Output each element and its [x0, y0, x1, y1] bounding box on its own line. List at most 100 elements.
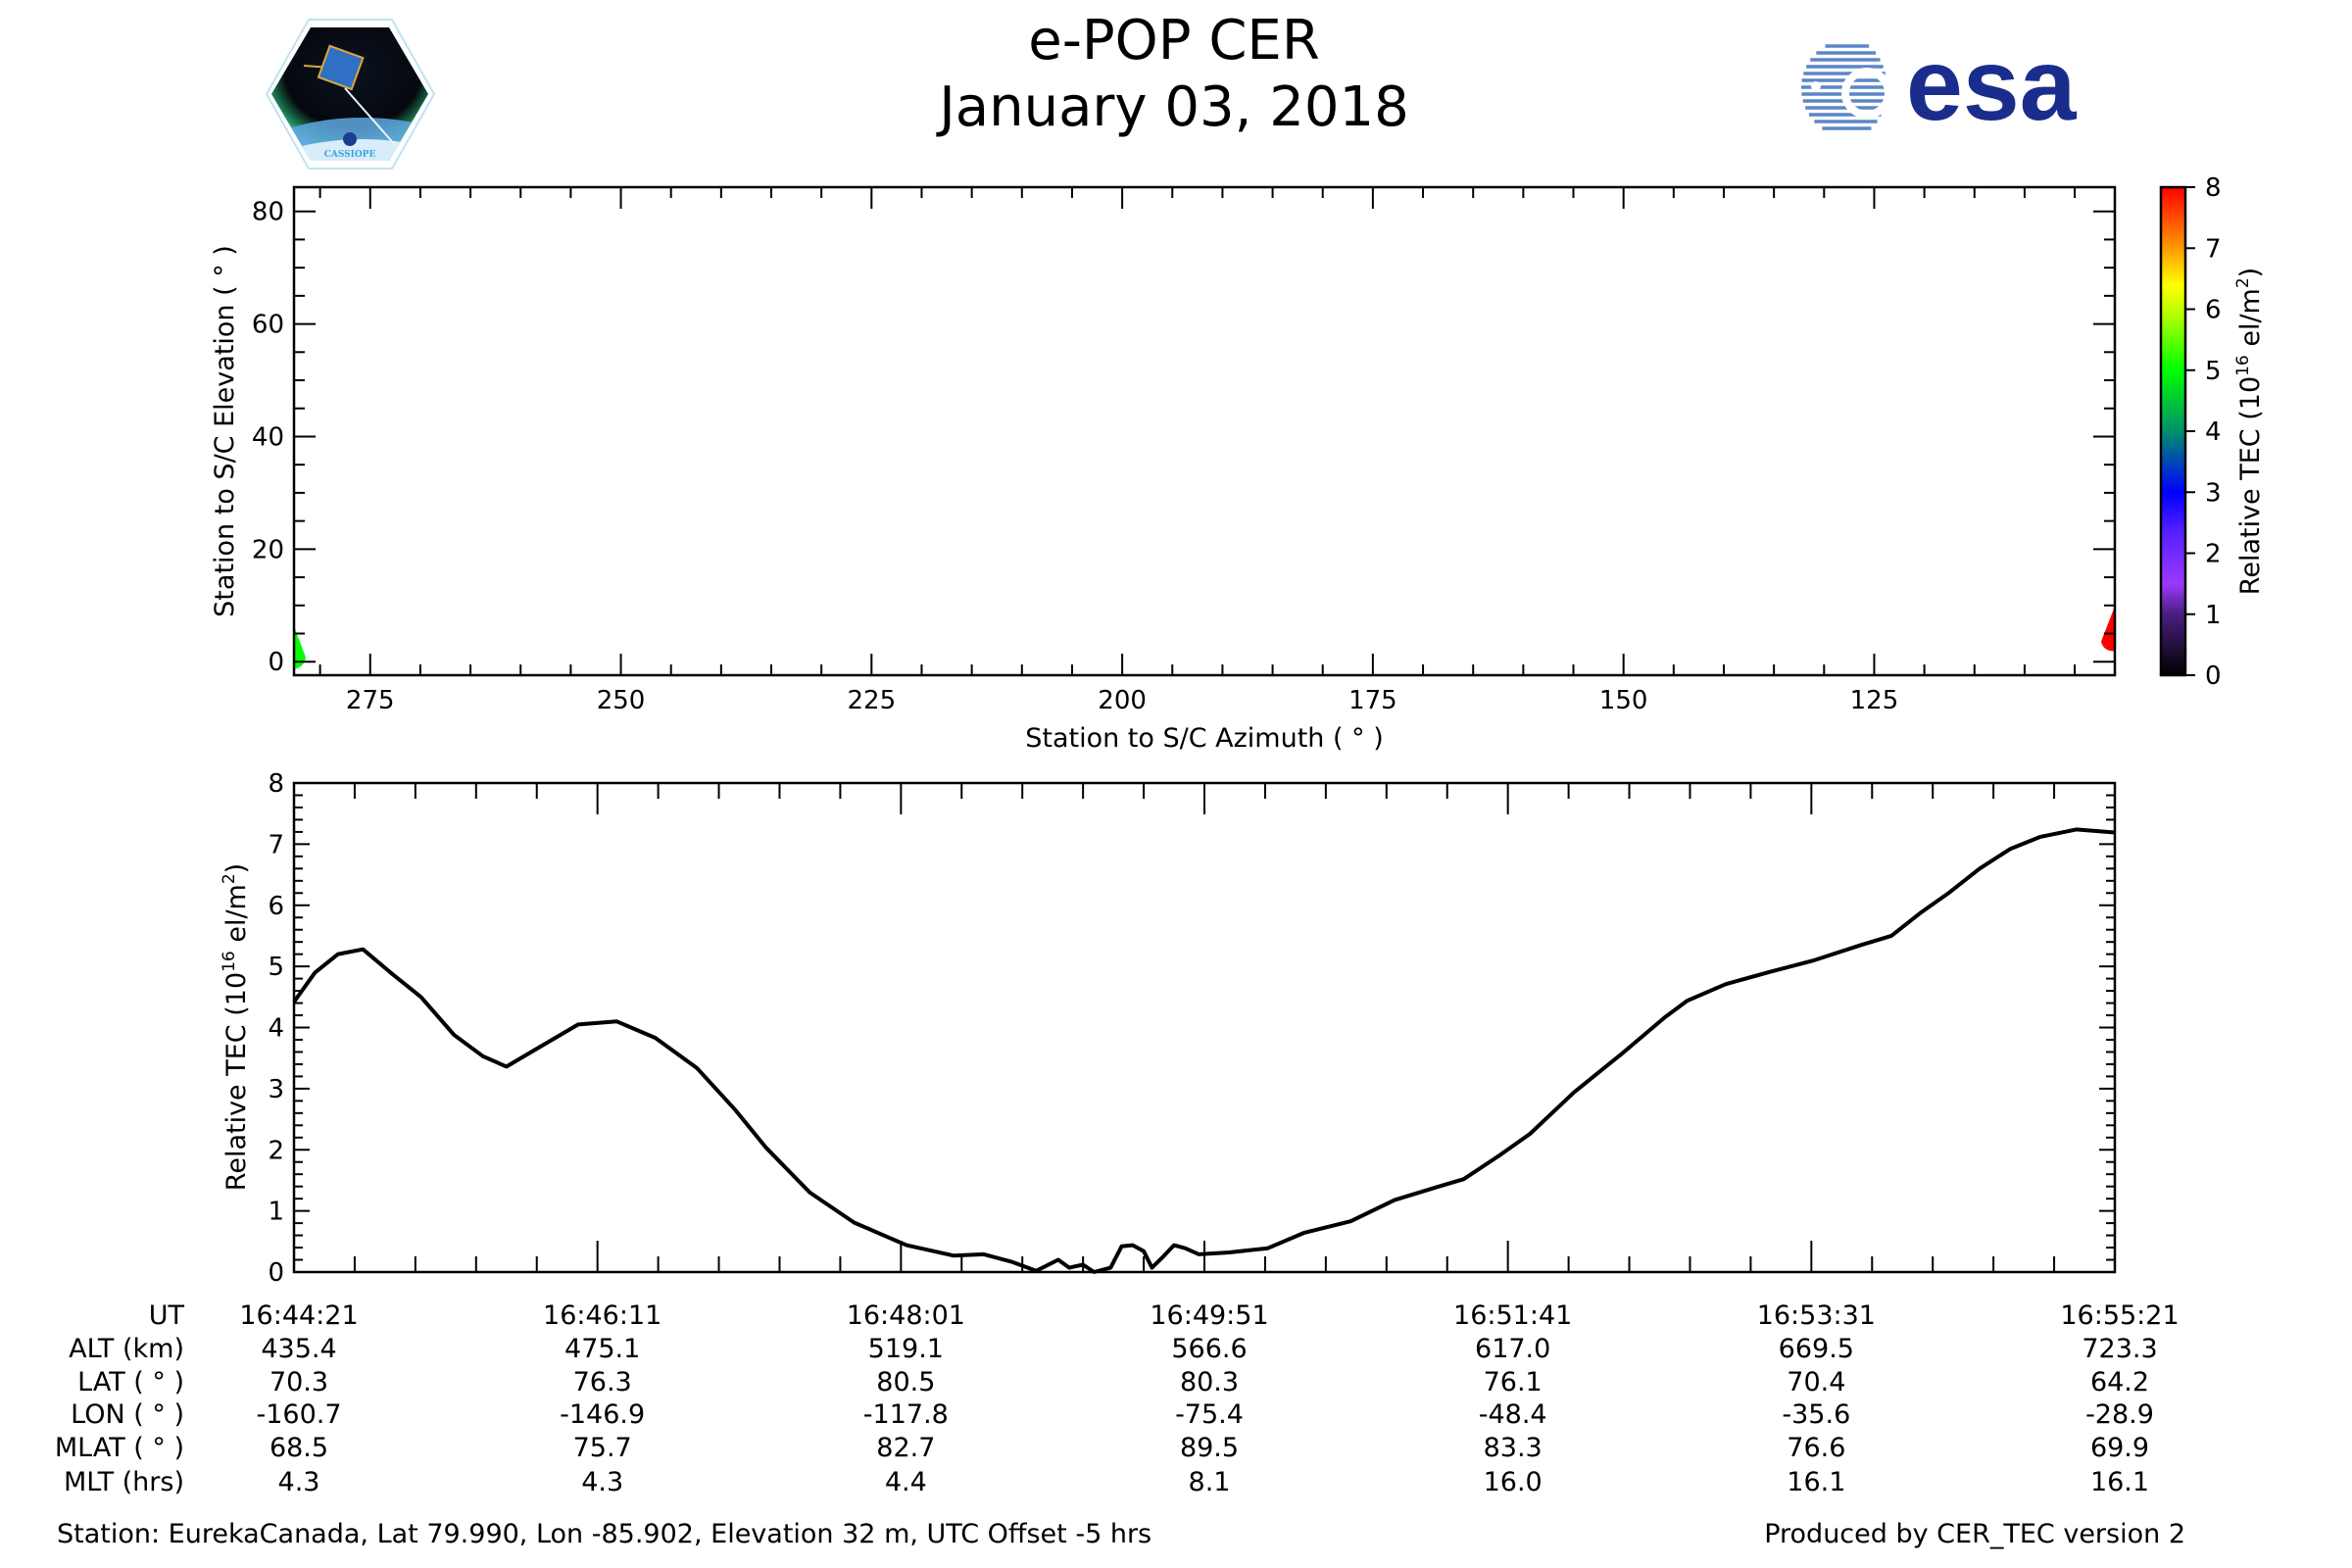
table-cell: 16.0	[1484, 1467, 1543, 1497]
skytrack-point	[294, 625, 306, 669]
table-cell: -117.8	[863, 1399, 949, 1430]
tec-y-tick-label: 2	[268, 1136, 284, 1165]
x-tick-label: 200	[1098, 686, 1147, 715]
table-row-label: MLT (hrs)	[64, 1467, 184, 1497]
table-row-label: MLAT ( ° )	[55, 1433, 184, 1463]
table-cell: -75.4	[1175, 1399, 1244, 1430]
table-row-label: LON ( ° )	[71, 1399, 184, 1430]
table-cell: 76.1	[1484, 1367, 1543, 1397]
table-row-label: UT	[149, 1300, 185, 1331]
produced-by: Produced by CER_TEC version 2	[1764, 1519, 2185, 1549]
table-cell: 80.5	[876, 1367, 935, 1397]
x-tick-label: 250	[597, 686, 646, 715]
tec-y-tick-label: 3	[268, 1075, 284, 1104]
table-cell: 566.6	[1171, 1334, 1247, 1364]
colorbar-label: Relative TEC (1016 el/m2)	[2233, 268, 2266, 595]
tec-y-tick-label: 6	[268, 892, 284, 921]
colorbar-tick-label: 1	[2205, 601, 2222, 630]
table-cell: 475.1	[564, 1334, 640, 1364]
table-cell: 70.3	[270, 1367, 328, 1397]
x-tick-label: 275	[346, 686, 395, 715]
colorbar-tick-label: 6	[2205, 296, 2222, 325]
tec-plot-frame	[292, 781, 2117, 1274]
table-cell: 16:44:21	[239, 1300, 358, 1331]
table-cell: 16.1	[1787, 1467, 1845, 1497]
y-tick-label: 60	[252, 311, 284, 340]
x-tick-label: 125	[1850, 686, 1899, 715]
station-info: Station: EurekaCanada, Lat 79.990, Lon -…	[57, 1519, 1152, 1549]
y-tick-label: 40	[252, 422, 284, 452]
table-cell: 4.3	[278, 1467, 320, 1497]
table-cell: -35.6	[1782, 1399, 1850, 1430]
colorbar-tick-label: 8	[2205, 173, 2222, 203]
skytrack-y-label: Station to S/C Elevation ( ° )	[210, 245, 240, 617]
figure-date: January 03, 2018	[936, 75, 1408, 139]
table-cell: 16:51:41	[1453, 1300, 1572, 1331]
tec-y-tick-label: 8	[268, 769, 284, 799]
tec-y-tick-label: 1	[268, 1198, 284, 1227]
table-cell: -28.9	[2085, 1399, 2154, 1430]
cassiope-logo-text: CASSIOPE	[324, 150, 376, 160]
table-cell: 68.5	[270, 1433, 328, 1463]
colorbar-tick-label: 4	[2205, 417, 2222, 447]
colorbar-tick-label: 5	[2205, 357, 2222, 386]
table-cell: 723.3	[2082, 1334, 2157, 1364]
colorbar-tick-label: 2	[2205, 540, 2222, 569]
tec-y-label: Relative TEC (1016 el/m2)	[220, 863, 252, 1191]
tec-y-tick-label: 0	[268, 1258, 284, 1288]
table-cell: 435.4	[261, 1334, 336, 1364]
tec-plot: 0 1 2 3 4 5 6 7 8 Relative TEC (1016 el/m2)	[220, 769, 2117, 1288]
figure-title: e-POP CER	[1028, 9, 1319, 73]
tec-y-tick-label: 7	[268, 830, 284, 859]
x-tick-label: 175	[1348, 686, 1397, 715]
colorbar: 0 1 2 3 4 5 6 7 8 Relative TEC (1016 el/m2)	[2159, 173, 2266, 691]
esa-logo-text: esa	[1906, 28, 2078, 142]
table-cell: 83.3	[1484, 1433, 1543, 1463]
tec-y-tick-label: 5	[268, 953, 284, 982]
y-tick-label: 80	[252, 198, 284, 227]
tec-y-tick-label: 4	[268, 1014, 284, 1044]
table-cell: 16:48:01	[847, 1300, 965, 1331]
table-cell: 16:55:21	[2060, 1300, 2179, 1331]
table-cell: 70.4	[1787, 1367, 1845, 1397]
esa-logo: esa	[1801, 28, 2078, 142]
table-cell: 69.9	[2090, 1433, 2149, 1463]
table-cell: -48.4	[1479, 1399, 1547, 1430]
table-cell: 16.1	[2090, 1467, 2149, 1497]
table-cell: 617.0	[1475, 1334, 1550, 1364]
table-cell: 16:46:11	[543, 1300, 662, 1331]
table-cell: 80.3	[1180, 1367, 1239, 1397]
table-cell: 16:53:31	[1757, 1300, 1876, 1331]
table-cell: 669.5	[1779, 1334, 1854, 1364]
table-cell: 8.1	[1189, 1467, 1231, 1497]
skytrack-point	[2101, 606, 2115, 652]
colorbar-tick-label: 3	[2205, 478, 2222, 508]
table-cell: 519.1	[868, 1334, 944, 1364]
skytrack-plot: 275 250 225 200 175 150 125 0 20 40 60 80 Station t…	[210, 185, 2117, 754]
table-row-label: ALT (km)	[69, 1334, 184, 1364]
table-cell: 4.3	[581, 1467, 623, 1497]
table-cell: 76.3	[573, 1367, 632, 1397]
colorbar-gradient	[2159, 185, 2187, 677]
table-cell: 82.7	[876, 1433, 935, 1463]
table-cell: 16:49:51	[1150, 1300, 1268, 1331]
x-tick-label: 150	[1599, 686, 1648, 715]
tec-series-line	[292, 827, 2116, 1274]
table-cell: -160.7	[256, 1399, 341, 1430]
x-tick-label: 225	[848, 686, 897, 715]
colorbar-tick-label: 7	[2205, 234, 2222, 264]
y-tick-label: 20	[252, 535, 284, 564]
table-cell: 4.4	[885, 1467, 927, 1497]
table-cell: 76.6	[1787, 1433, 1845, 1463]
skytrack-plot-frame	[292, 185, 2117, 677]
table-cell: -146.9	[560, 1399, 645, 1430]
table-row-label: LAT ( ° )	[77, 1367, 184, 1397]
skytrack-x-label: Station to S/C Azimuth ( ° )	[1025, 723, 1384, 754]
table-cell: 64.2	[2090, 1367, 2149, 1397]
table-cell: 89.5	[1180, 1433, 1239, 1463]
y-tick-label: 0	[268, 648, 284, 677]
table-cell: 75.7	[573, 1433, 632, 1463]
colorbar-tick-label: 0	[2205, 662, 2222, 691]
